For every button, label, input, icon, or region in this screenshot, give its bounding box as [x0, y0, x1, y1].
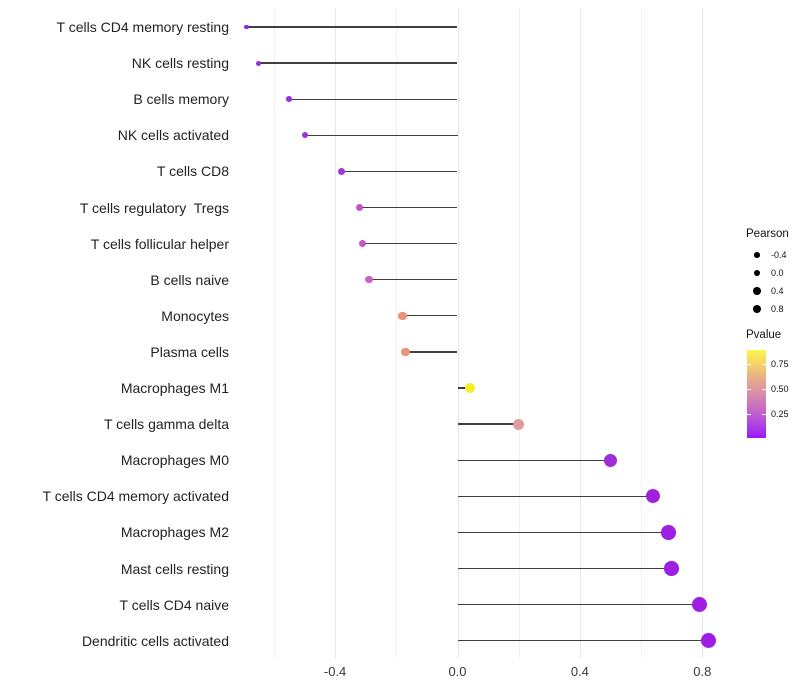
lollipop-stem — [457, 423, 519, 425]
lollipop-dot — [244, 24, 249, 30]
category-label: T cells CD4 memory resting — [56, 19, 229, 35]
lollipop-dot — [301, 132, 308, 139]
lollipop-dot — [401, 347, 410, 357]
lollipop-stem — [304, 134, 458, 136]
x-tick-label: 0.8 — [693, 664, 712, 679]
category-label: Monocytes — [161, 307, 229, 324]
lollipop-stem — [246, 26, 458, 28]
minor-gridline — [518, 8, 520, 658]
lollipop-dot — [664, 561, 679, 576]
category-label: Macrophages M1 — [120, 380, 229, 396]
lollipop-stem — [457, 459, 611, 461]
category-label: Dendritic cells activated — [81, 632, 229, 649]
major-gridline — [579, 8, 581, 658]
pvalue-colorbar — [747, 350, 766, 438]
lollipop-stem — [258, 62, 458, 64]
lollipop-stem — [368, 279, 458, 281]
category-label: B cells naive — [150, 271, 229, 288]
category-label: T cells gamma delta — [103, 416, 229, 433]
x-tick-label: 0.0 — [448, 664, 467, 679]
category-label: Macrophages M0 — [120, 452, 229, 469]
pvalue-legend-label: 0.50 — [771, 384, 789, 394]
lollipop-stem — [359, 206, 458, 209]
lollipop-dot — [286, 96, 292, 102]
pearson-legend-label: 0.4 — [771, 286, 784, 296]
colorbar-tick — [747, 414, 751, 415]
category-label: T cells CD8 — [156, 163, 229, 180]
lollipop-dot — [464, 383, 475, 393]
lollipop-dot — [661, 525, 676, 540]
pearson-legend-dot — [753, 287, 761, 295]
x-tick-label: 0.4 — [570, 664, 589, 679]
lollipop-dot — [365, 275, 373, 284]
lollipop-dot — [513, 418, 525, 430]
pvalue-legend-label: 0.25 — [771, 409, 789, 419]
lollipop-stem — [341, 170, 458, 173]
category-label: Macrophages M2 — [120, 524, 229, 541]
minor-gridline — [641, 8, 643, 658]
lollipop-stem — [362, 242, 458, 245]
category-label: Plasma cells — [150, 343, 229, 360]
colorbar-tick — [762, 364, 766, 365]
lollipop-dot — [700, 632, 717, 649]
category-label: T cells follicular helper — [90, 235, 229, 252]
lollipop-dot — [256, 60, 262, 66]
minor-gridline — [396, 8, 398, 658]
pearson-legend-label: -0.4 — [771, 250, 787, 260]
pearson-legend-title: Pearson — [746, 228, 789, 240]
pvalue-legend-label: 0.75 — [771, 359, 789, 369]
lollipop-dot — [337, 167, 345, 175]
pearson-legend-dot — [752, 304, 762, 314]
lollipop-stem — [457, 387, 470, 389]
category-label: T cells regulatory Tregs — [79, 199, 229, 216]
colorbar-tick — [747, 389, 751, 390]
pearson-legend-label: 0.0 — [771, 268, 784, 278]
lollipop-dot — [646, 489, 661, 504]
lollipop-dot — [398, 311, 407, 320]
x-tick-label: -0.4 — [323, 664, 347, 679]
lollipop-stem — [457, 531, 669, 534]
lollipop-stem — [402, 315, 458, 317]
category-label: Mast cells resting — [120, 560, 229, 577]
category-label: NK cells resting — [131, 55, 229, 72]
lollipop-stem — [457, 567, 672, 570]
category-label: T cells CD4 memory activated — [42, 488, 229, 505]
colorbar-tick — [762, 414, 766, 415]
category-label: T cells CD4 naive — [119, 596, 229, 613]
lollipop-stem — [457, 640, 709, 642]
lollipop-stem — [457, 495, 654, 497]
lollipop-dot — [603, 453, 618, 467]
pearson-legend-dot — [753, 269, 761, 277]
colorbar-tick — [762, 389, 766, 390]
lollipop-dot — [358, 239, 367, 248]
major-gridline — [457, 8, 459, 658]
pearson-legend-dot — [754, 252, 760, 258]
pvalue-legend-title: Pvalue — [746, 329, 782, 341]
minor-gridline — [273, 8, 275, 658]
category-label: B cells memory — [133, 91, 229, 108]
major-gridline — [335, 8, 337, 658]
lollipop-stem — [457, 603, 700, 606]
lollipop-dot — [691, 596, 707, 613]
major-gridline — [702, 8, 704, 658]
lollipop-dot — [355, 203, 364, 212]
lollipop-stem — [405, 351, 458, 353]
colorbar-tick — [747, 364, 751, 365]
pearson-legend-label: 0.8 — [771, 304, 784, 314]
category-label: NK cells activated — [117, 127, 229, 144]
lollipop-stem — [289, 98, 458, 100]
